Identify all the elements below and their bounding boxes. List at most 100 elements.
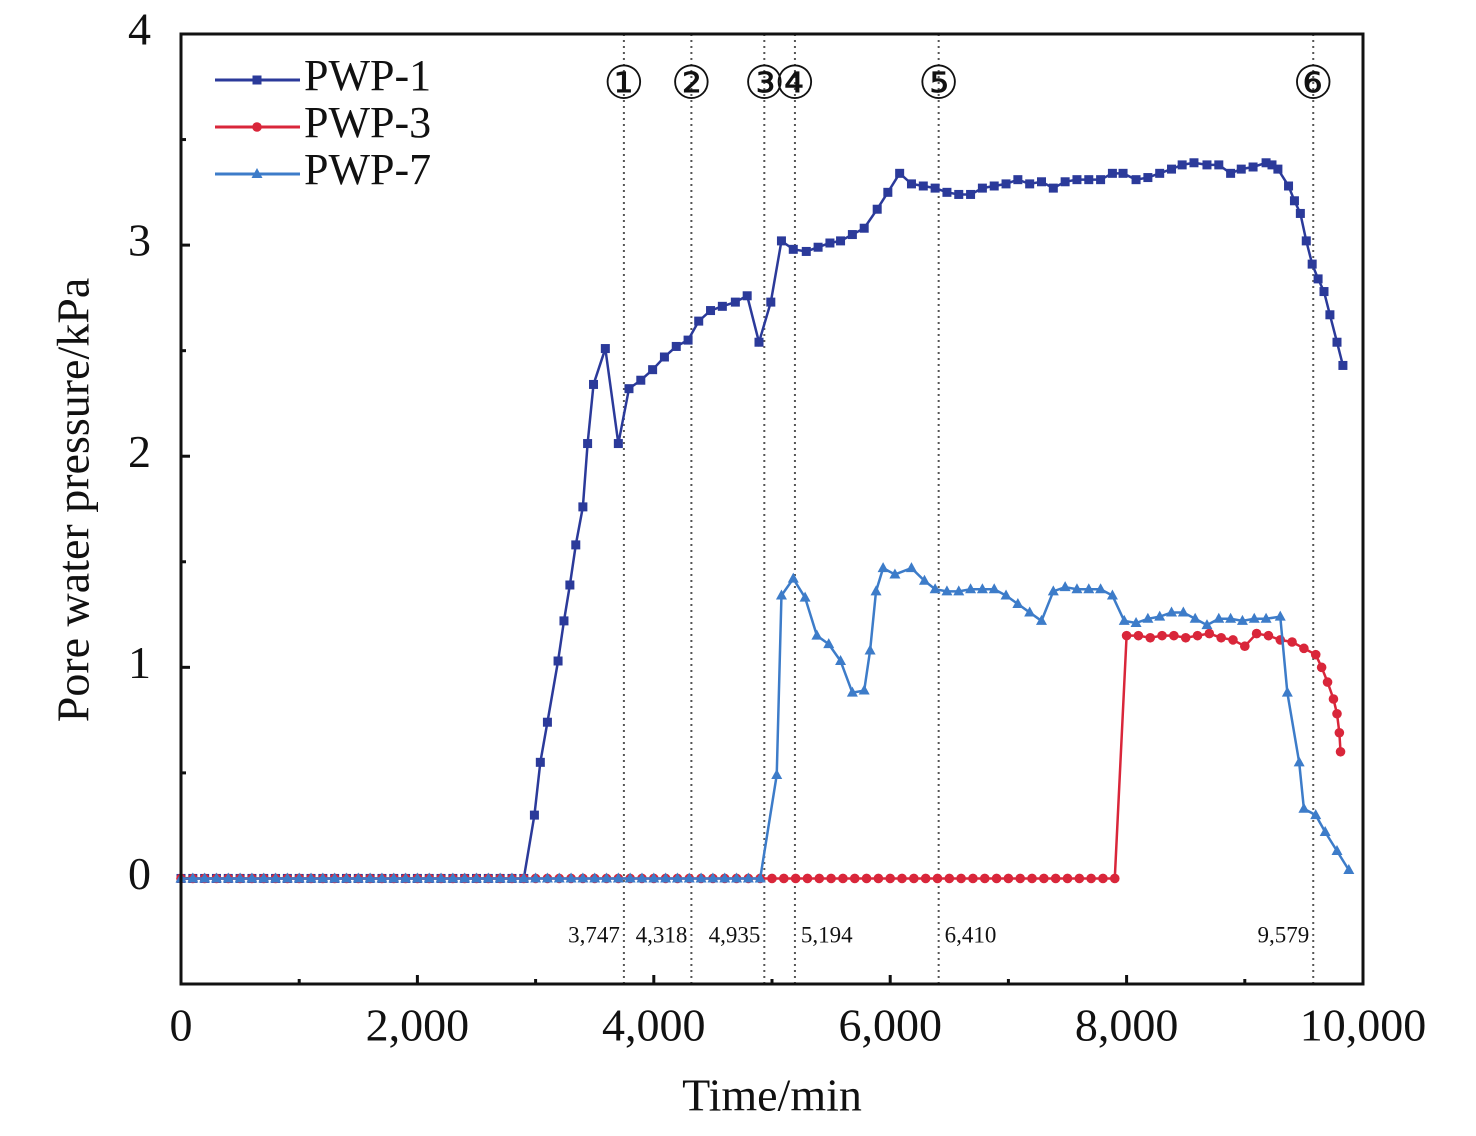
point — [766, 297, 776, 307]
y-axis-label: Pore water pressure/kPa — [48, 278, 99, 723]
x-tick-label: 2,000 — [366, 1000, 470, 1051]
series-line — [181, 632, 1342, 880]
point — [706, 306, 716, 316]
point — [1251, 628, 1262, 639]
event-marker: ③ — [744, 58, 785, 109]
point — [305, 872, 317, 883]
point — [1332, 708, 1342, 719]
point — [813, 242, 823, 252]
point — [1192, 630, 1203, 641]
point — [1328, 694, 1339, 704]
point — [968, 873, 978, 884]
point — [1157, 630, 1167, 641]
point — [1273, 164, 1283, 174]
point — [352, 872, 364, 883]
point — [559, 616, 569, 626]
point — [1001, 179, 1011, 189]
point — [1167, 164, 1177, 174]
point — [471, 872, 482, 883]
point — [771, 769, 783, 779]
point — [694, 316, 704, 326]
point — [648, 872, 660, 883]
point — [1204, 628, 1215, 639]
point — [988, 583, 1000, 594]
point — [767, 873, 777, 884]
point — [1025, 179, 1035, 189]
point — [1338, 360, 1348, 370]
point — [612, 872, 624, 883]
point — [1109, 873, 1120, 884]
point — [754, 872, 766, 883]
point — [1295, 208, 1305, 218]
point — [234, 872, 246, 883]
point — [1267, 160, 1277, 170]
point — [270, 872, 282, 883]
point — [956, 873, 966, 884]
point — [1095, 583, 1107, 594]
point — [861, 873, 872, 884]
event-marker: ② — [671, 58, 712, 109]
point — [954, 189, 964, 199]
point — [897, 873, 907, 884]
point — [494, 872, 506, 883]
point — [1225, 612, 1237, 623]
event-label: 5,194 — [801, 922, 853, 947]
y-tick-label: 3 — [128, 215, 151, 266]
y-tick-label: 1 — [128, 637, 151, 688]
point — [1331, 845, 1343, 855]
point — [976, 583, 988, 594]
event-marker: ① — [603, 58, 644, 109]
point — [601, 872, 613, 883]
point — [506, 872, 518, 883]
point — [877, 562, 889, 573]
point — [1319, 287, 1329, 297]
y-tick-label: 4 — [128, 4, 151, 55]
point — [1214, 160, 1224, 170]
point — [1083, 583, 1095, 594]
point — [1118, 614, 1130, 625]
point — [1301, 236, 1311, 246]
point — [1050, 873, 1061, 884]
point — [825, 238, 835, 248]
point — [1201, 619, 1213, 630]
point — [529, 810, 539, 820]
point — [1261, 158, 1271, 168]
point — [530, 872, 542, 883]
point — [281, 872, 293, 883]
point — [1000, 589, 1012, 600]
y-tick-label: 2 — [128, 426, 151, 477]
point — [846, 686, 858, 697]
point — [518, 872, 530, 883]
point — [1299, 643, 1309, 654]
point — [683, 872, 695, 883]
point — [906, 179, 916, 189]
point — [210, 872, 222, 883]
point — [636, 375, 646, 385]
point — [1074, 873, 1085, 884]
point — [600, 344, 610, 354]
point — [423, 872, 435, 883]
point — [671, 872, 683, 883]
point — [364, 872, 376, 883]
point — [1012, 598, 1024, 608]
point — [847, 230, 857, 240]
point — [671, 341, 681, 351]
point — [826, 873, 836, 884]
point — [222, 872, 234, 883]
point — [1263, 630, 1274, 641]
event-marker: ⑤ — [918, 58, 959, 109]
point — [801, 246, 811, 256]
point — [1281, 686, 1293, 697]
point — [1287, 637, 1297, 647]
legend-marker — [252, 75, 262, 85]
point — [1169, 630, 1179, 641]
point — [1216, 632, 1226, 643]
point — [589, 872, 601, 883]
point — [636, 872, 648, 883]
point — [565, 872, 577, 883]
point — [541, 872, 553, 883]
point — [814, 873, 825, 884]
point — [388, 872, 400, 883]
point — [754, 337, 764, 347]
